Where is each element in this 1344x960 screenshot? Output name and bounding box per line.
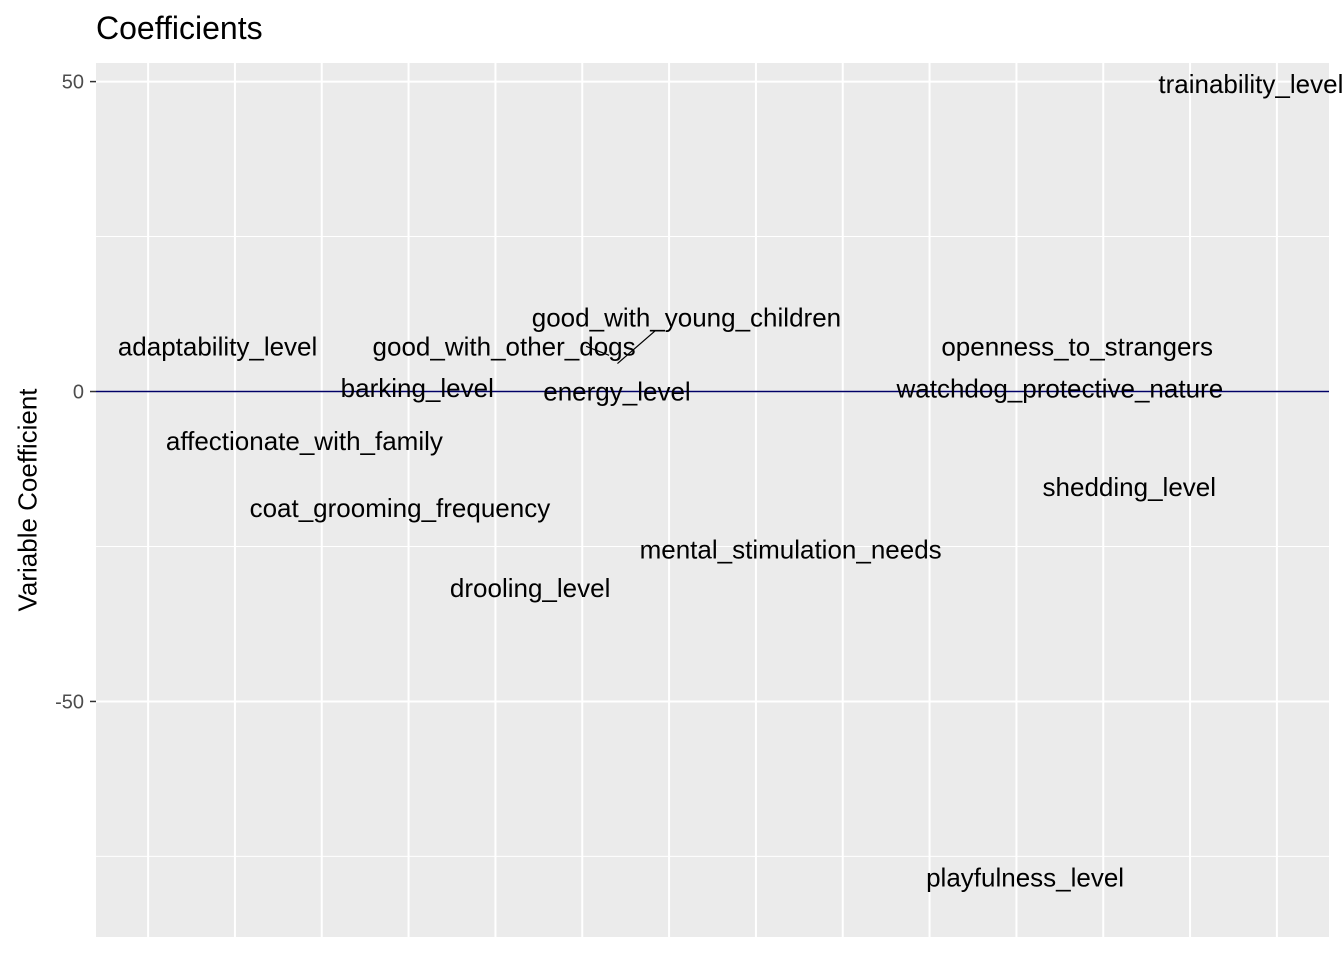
point-label-energy-level: energy_level bbox=[543, 377, 690, 407]
point-label-drooling-level: drooling_level bbox=[450, 573, 610, 603]
point-label-good-with-other-dogs: good_with_other_dogs bbox=[373, 331, 636, 361]
point-label-shedding-level: shedding_level bbox=[1043, 472, 1216, 502]
point-label-good-with-young-children: good_with_young_children bbox=[532, 303, 841, 333]
y-tick-label: 50 bbox=[62, 72, 84, 94]
point-label-openness-to-strangers: openness_to_strangers bbox=[941, 331, 1213, 361]
point-labels: adaptability_level affectionate_with_fami… bbox=[118, 69, 1344, 892]
point-label-adaptability-level: adaptability_level bbox=[118, 331, 317, 361]
minor-gridlines bbox=[96, 236, 1329, 857]
y-tick-label: -50 bbox=[55, 691, 84, 713]
chart-title: Coefficients bbox=[96, 10, 263, 46]
label-leader-lines bbox=[585, 330, 656, 364]
leader-line bbox=[617, 330, 656, 364]
point-label-playfulness-level: playfulness_level bbox=[926, 862, 1124, 892]
y-tick-label: 0 bbox=[73, 382, 84, 404]
point-label-trainability-level: trainability_level bbox=[1158, 69, 1343, 99]
plot-panel bbox=[96, 63, 1329, 937]
point-label-barking-level: barking_level bbox=[341, 373, 494, 403]
leader-line bbox=[585, 345, 610, 356]
y-axis-ticks: 50 0 -50 bbox=[55, 72, 96, 713]
point-label-coat-grooming-frequency: coat_grooming_frequency bbox=[250, 493, 551, 523]
point-label-watchdog-protective-nature: watchdog_protective_nature bbox=[895, 373, 1223, 403]
point-label-mental-stimulation-needs: mental_stimulation_needs bbox=[640, 535, 942, 565]
point-label-affectionate-with-family: affectionate_with_family bbox=[166, 426, 443, 456]
